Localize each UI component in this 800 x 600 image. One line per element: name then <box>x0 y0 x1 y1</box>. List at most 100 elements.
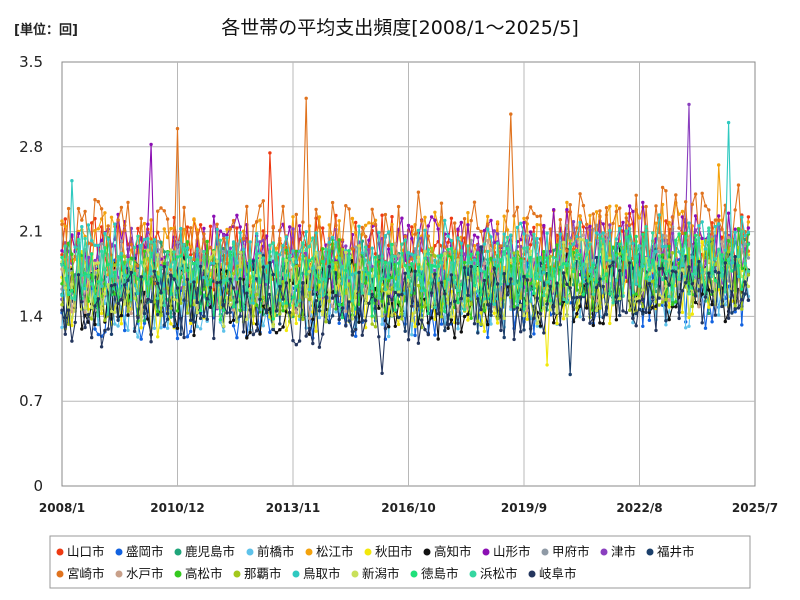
data-point <box>717 214 721 218</box>
data-point <box>90 239 94 243</box>
data-point <box>591 323 595 328</box>
data-point <box>571 220 576 224</box>
data-point <box>291 263 295 267</box>
data-point <box>195 260 199 264</box>
data-point <box>179 266 183 270</box>
data-point <box>453 299 457 304</box>
data-point <box>96 322 101 327</box>
data-point <box>575 312 579 316</box>
data-point <box>99 345 104 349</box>
data-point <box>169 273 173 277</box>
data-point <box>218 320 223 324</box>
data-point <box>103 328 107 333</box>
data-point <box>578 220 582 225</box>
data-point <box>393 308 397 312</box>
data-point <box>307 297 312 301</box>
data-point <box>70 296 74 300</box>
data-point <box>608 259 612 263</box>
data-point <box>337 279 341 283</box>
data-point <box>575 306 579 310</box>
data-point <box>482 308 487 313</box>
data-point <box>370 314 374 318</box>
data-point <box>486 322 490 327</box>
data-point <box>284 273 289 278</box>
data-point <box>439 281 444 285</box>
data-point <box>571 296 576 300</box>
legend-marker <box>423 548 431 556</box>
data-point <box>565 224 569 228</box>
data-point <box>357 224 361 228</box>
data-point <box>476 297 480 301</box>
x-tick-label: 2010/12 <box>150 501 204 515</box>
data-point <box>136 264 140 268</box>
data-point <box>373 325 378 329</box>
data-point <box>136 277 140 281</box>
data-point <box>568 203 572 207</box>
data-point <box>271 317 275 321</box>
data-point <box>697 236 701 240</box>
data-point <box>192 217 196 221</box>
data-point <box>301 281 305 285</box>
data-point <box>657 254 661 258</box>
data-point <box>390 298 394 302</box>
data-point <box>172 250 176 254</box>
unit-label: [単位：回] <box>14 22 78 38</box>
data-point <box>241 237 246 241</box>
data-point <box>687 265 691 269</box>
data-point <box>228 250 232 254</box>
legend-label: 福井市 <box>657 544 695 559</box>
data-point <box>80 254 84 258</box>
data-point <box>198 223 203 227</box>
data-point <box>433 210 437 214</box>
data-point <box>70 252 74 256</box>
data-point <box>321 277 325 281</box>
data-point <box>519 284 523 288</box>
legend-label: 徳島市 <box>421 566 459 581</box>
data-point <box>218 229 223 233</box>
data-point <box>238 268 242 272</box>
data-point <box>317 225 322 229</box>
data-point <box>588 228 592 232</box>
data-point <box>311 292 315 296</box>
data-point <box>667 305 671 309</box>
data-point <box>393 324 397 328</box>
data-point <box>532 232 536 237</box>
data-point <box>113 263 117 267</box>
data-point <box>614 209 619 214</box>
data-point <box>502 316 506 320</box>
data-point <box>301 317 305 322</box>
data-point <box>660 185 665 190</box>
data-point <box>416 273 421 277</box>
data-point <box>96 332 101 337</box>
data-point <box>294 303 298 307</box>
data-point <box>723 261 727 265</box>
data-point <box>726 250 731 254</box>
data-point <box>70 339 74 343</box>
data-point <box>449 318 454 322</box>
data-point <box>80 300 84 304</box>
data-point <box>720 304 724 309</box>
data-point <box>495 232 500 236</box>
data-point <box>654 249 658 254</box>
data-point <box>476 289 480 293</box>
data-point <box>453 280 457 284</box>
data-point <box>677 232 681 236</box>
data-point <box>370 207 374 211</box>
data-point <box>179 226 183 231</box>
data-point <box>667 294 671 299</box>
data-point <box>660 295 665 299</box>
data-point <box>509 233 513 237</box>
data-point <box>641 200 645 205</box>
data-point <box>575 248 579 253</box>
data-point <box>156 281 160 286</box>
series-lines <box>60 96 751 377</box>
data-point <box>637 284 642 288</box>
data-point <box>103 231 107 236</box>
data-point <box>281 204 285 209</box>
data-point <box>545 302 549 306</box>
data-point <box>472 233 477 237</box>
data-point <box>647 281 652 286</box>
data-point <box>644 310 648 315</box>
data-point <box>93 229 97 233</box>
data-point <box>472 244 477 248</box>
